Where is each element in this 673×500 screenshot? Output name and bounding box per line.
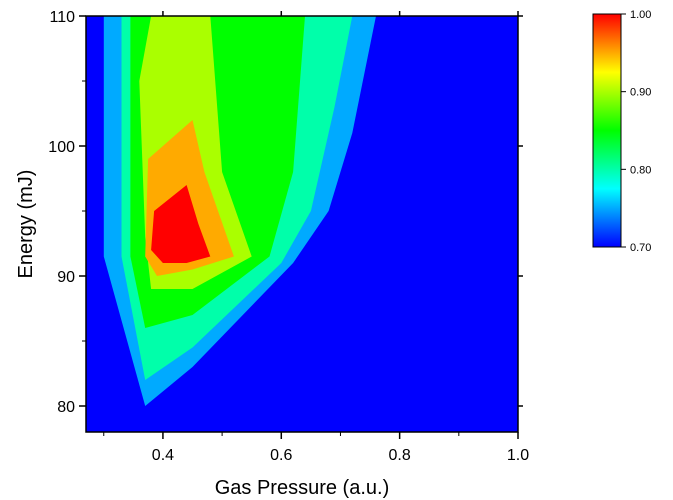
x-tick-label: 1.0 bbox=[507, 447, 529, 464]
y-tick-label: 100 bbox=[48, 139, 75, 156]
x-tick-label: 0.6 bbox=[270, 447, 292, 464]
y-axis-label: Energy (mJ) bbox=[15, 170, 37, 279]
y-tick-label: 90 bbox=[57, 269, 75, 286]
colorbar-tick-label: 1.00 bbox=[630, 9, 651, 21]
colorbar-tick-label: 0.90 bbox=[630, 87, 651, 99]
plot-area bbox=[86, 16, 518, 432]
colorbar-tick-label: 0.80 bbox=[630, 164, 651, 176]
x-axis-label: Gas Pressure (a.u.) bbox=[215, 477, 390, 499]
colorbar-tick-label: 0.70 bbox=[630, 242, 651, 254]
contour-region-6 bbox=[151, 185, 211, 263]
y-tick-label: 80 bbox=[57, 399, 75, 416]
axes: 0.4 0.6 0.8 1.0 80 90 100 110 bbox=[48, 9, 529, 464]
plot-frame bbox=[85, 15, 519, 433]
y-tick-label: 110 bbox=[49, 9, 75, 26]
x-tick-label: 0.8 bbox=[389, 447, 411, 464]
colorbar: 0.70 0.80 0.90 1.00 bbox=[592, 9, 651, 254]
colorbar-gradient bbox=[592, 13, 622, 248]
x-tick-label: 0.4 bbox=[152, 447, 174, 464]
